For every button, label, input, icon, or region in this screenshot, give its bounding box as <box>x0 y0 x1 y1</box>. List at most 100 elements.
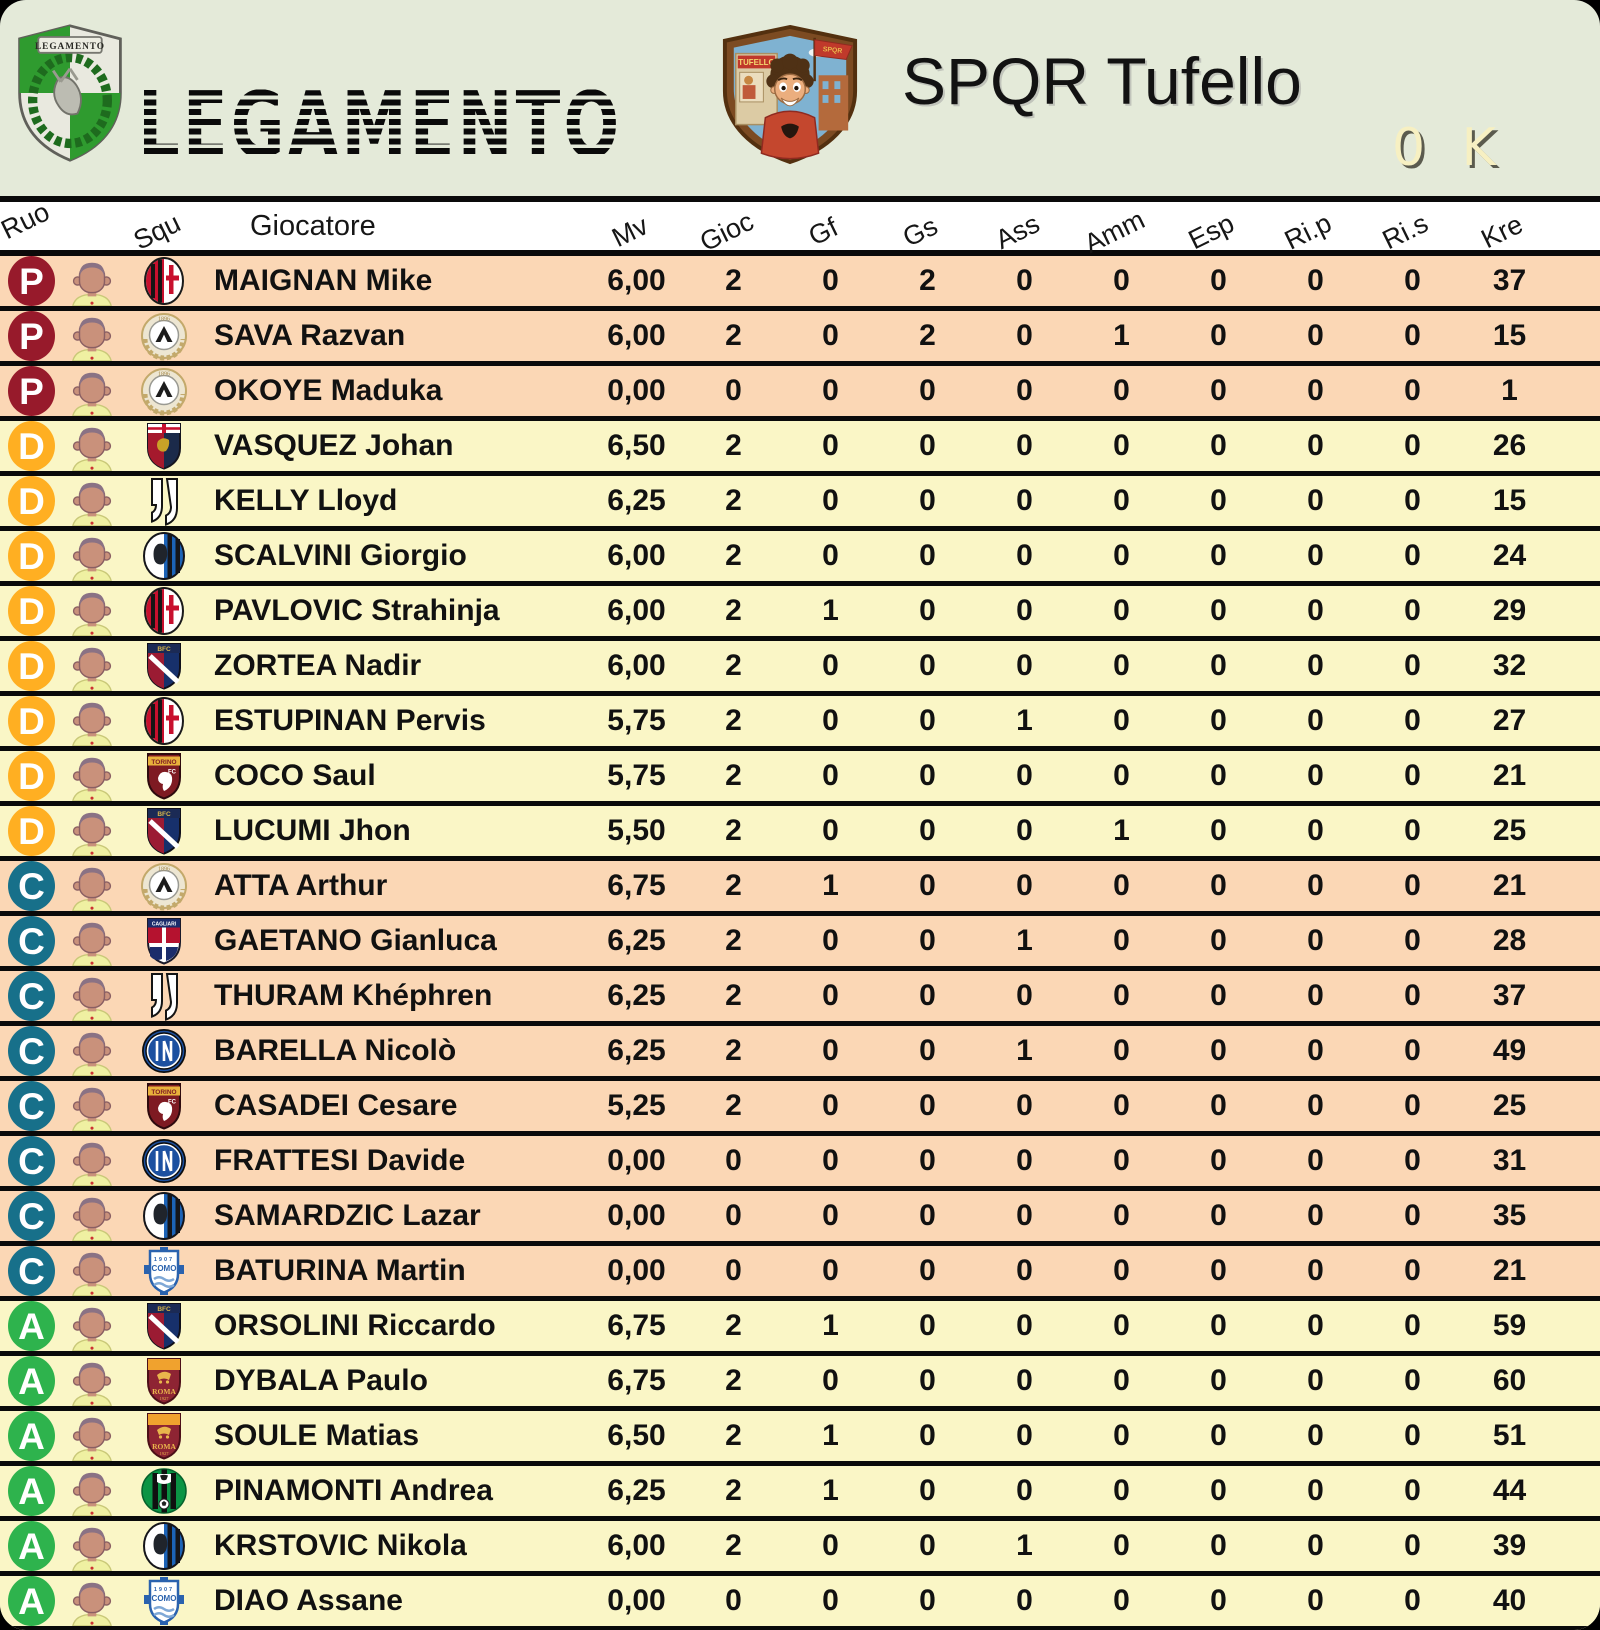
table-row[interactable]: C FRATTESI Davide 0,00 0 0 0 0 0 0 0 0 31 <box>0 1136 1600 1191</box>
table-row[interactable]: D SCALVINI Giorgio 6,00 2 0 0 0 0 0 0 0 24 <box>0 531 1600 586</box>
role-cell: A <box>0 1521 64 1571</box>
player-name[interactable]: OKOYE Maduka <box>214 374 443 407</box>
stat-kre: 59 <box>1492 1309 1527 1342</box>
role-cell: C <box>0 1136 64 1186</box>
stat-ris: 0 <box>1404 264 1421 297</box>
tufello-sign-text: TUFELLO <box>738 58 774 67</box>
player-name[interactable]: PAVLOVIC Strahinja <box>214 594 500 627</box>
player-name[interactable]: KRSTOVIC Nikola <box>214 1529 467 1562</box>
table-row[interactable]: P 1896 SAVA Razvan 6,00 2 0 2 0 1 0 0 0 15 <box>0 311 1600 366</box>
column-header-ass: Ass <box>990 208 1045 255</box>
table-row[interactable]: D ESTUPINAN Pervis 5,75 2 0 0 1 0 0 0 0 27 <box>0 696 1600 751</box>
stat-gioc: 2 <box>725 1419 742 1452</box>
player-avatar-icon <box>64 531 120 581</box>
table-row[interactable]: D PAVLOVIC Strahinja 6,00 2 1 0 0 0 0 0 0 29 <box>0 586 1600 641</box>
table-row[interactable]: A 1907 COMO DIAO Assane 0,00 0 0 0 0 0 0 0 0 40 <box>0 1576 1600 1630</box>
player-name[interactable]: PINAMONTI Andrea <box>214 1474 493 1507</box>
svg-text:COMO: COMO <box>152 1264 177 1273</box>
table-row[interactable]: D BFC LUCUMI Jhon 5,50 2 0 0 0 1 0 0 0 25 <box>0 806 1600 861</box>
player-name[interactable]: BARELLA Nicolò <box>214 1034 457 1067</box>
player-avatar-icon <box>64 586 120 636</box>
team-crest-roma-icon: ROMA 1927 <box>120 1411 208 1461</box>
player-name[interactable]: GAETANO Gianluca <box>214 924 497 957</box>
table-row[interactable]: A ROMA 1927 DYBALA Paulo 6,75 2 0 0 0 0 0 0 0 60 <box>0 1356 1600 1411</box>
role-badge-P: P <box>8 256 55 306</box>
player-name[interactable]: SAMARDZIC Lazar <box>214 1199 481 1232</box>
roster-rows: P MAIGNAN Mike 6,00 2 0 2 0 0 0 0 0 37 P 1896 SAVA Raz… <box>0 256 1600 1630</box>
player-name[interactable]: SAVA Razvan <box>214 319 406 352</box>
table-row[interactable]: D KELLY Lloyd 6,25 2 0 0 0 0 0 0 0 15 <box>0 476 1600 531</box>
stat-gf: 0 <box>822 1529 839 1562</box>
svg-text:FC: FC <box>168 1100 177 1106</box>
role-badge-C: C <box>8 1026 55 1076</box>
table-row[interactable]: A ROMA 1927 SOULE Matias 6,50 2 1 0 0 0 0 0 0 51 <box>0 1411 1600 1466</box>
role-cell: A <box>0 1301 64 1351</box>
player-name[interactable]: BATURINA Martin <box>214 1254 466 1287</box>
table-header-row: Ruo Squ Giocatore Mv Gioc Gf Gs Ass Amm … <box>0 196 1600 259</box>
player-name[interactable]: SCALVINI Giorgio <box>214 539 467 572</box>
player-name[interactable]: SOULE Matias <box>214 1419 420 1452</box>
stat-ris: 0 <box>1404 1144 1421 1177</box>
table-row[interactable]: A BFC ORSOLINI Riccardo 6,75 2 1 0 0 0 0 0 0 59 <box>0 1301 1600 1356</box>
player-name[interactable]: DIAO Assane <box>214 1584 403 1617</box>
stat-rip: 0 <box>1307 264 1324 297</box>
table-row[interactable]: A PINAMONTI Andrea 6,25 2 1 0 0 0 0 0 0 44 <box>0 1466 1600 1521</box>
table-row[interactable]: A KRSTOVIC Nikola 6,00 2 0 0 1 0 0 0 0 39 <box>0 1521 1600 1576</box>
player-name[interactable]: KELLY Lloyd <box>214 484 398 517</box>
player-name[interactable]: LUCUMI Jhon <box>214 814 411 847</box>
player-name[interactable]: DYBALA Paulo <box>214 1364 428 1397</box>
stat-esp: 0 <box>1210 1419 1227 1452</box>
stat-gf: 1 <box>822 1419 839 1452</box>
stat-kre: 60 <box>1492 1364 1527 1397</box>
stat-mv: 0,00 <box>607 1584 666 1617</box>
table-row[interactable]: P 1896 OKOYE Maduka 0,00 0 0 0 0 0 0 0 0 1 <box>0 366 1600 421</box>
team-crest-juventus-icon <box>120 971 208 1021</box>
stat-gf: 0 <box>822 1364 839 1397</box>
player-name[interactable]: ESTUPINAN Pervis <box>214 704 486 737</box>
stat-gs: 0 <box>919 704 936 737</box>
team-crest-milan-icon <box>120 256 208 306</box>
player-name[interactable]: THURAM Khéphren <box>214 979 493 1012</box>
stat-amm: 1 <box>1113 319 1130 352</box>
team-crest-como-icon: 1907 COMO <box>120 1246 208 1296</box>
table-row[interactable]: D TORINO FC COCO Saul 5,75 2 0 0 0 0 0 0 0 21 <box>0 751 1600 806</box>
svg-text:ROMA: ROMA <box>152 1442 176 1451</box>
role-badge-P: P <box>8 366 55 416</box>
stat-esp: 0 <box>1210 649 1227 682</box>
table-row[interactable]: C BARELLA Nicolò 6,25 2 0 0 1 0 0 0 0 49 <box>0 1026 1600 1081</box>
player-avatar-icon <box>64 1191 120 1241</box>
table-row[interactable]: C CAGLIARI GAETANO Gianluca 6,25 2 0 0 1 0 0 0 0 28 <box>0 916 1600 971</box>
player-name[interactable]: ORSOLINI Riccardo <box>214 1309 496 1342</box>
player-avatar-icon <box>64 421 120 471</box>
svg-text:1927: 1927 <box>160 1396 170 1401</box>
stat-gf: 0 <box>822 1254 839 1287</box>
table-row[interactable]: C THURAM Khéphren 6,25 2 0 0 0 0 0 0 0 37 <box>0 971 1600 1026</box>
stat-ris: 0 <box>1404 704 1421 737</box>
player-name[interactable]: COCO Saul <box>214 759 376 792</box>
table-row[interactable]: C 1907 COMO BATURINA Martin 0,00 0 0 0 0 0 0 0 0 21 <box>0 1246 1600 1301</box>
stat-ass: 0 <box>1016 649 1033 682</box>
table-row[interactable]: C 1896 ATTA Arthur 6,75 2 1 0 0 0 0 0 0 21 <box>0 861 1600 916</box>
stat-gf: 0 <box>822 484 839 517</box>
role-badge-D: D <box>8 476 55 526</box>
stat-mv: 6,25 <box>607 924 666 957</box>
player-name[interactable]: VASQUEZ Johan <box>214 429 454 462</box>
stat-gs: 0 <box>919 1419 936 1452</box>
stat-ass: 0 <box>1016 539 1033 572</box>
table-row[interactable]: D VASQUEZ Johan 6,50 2 0 0 0 0 0 0 0 26 <box>0 421 1600 476</box>
player-name[interactable]: ATTA Arthur <box>214 869 388 902</box>
table-row[interactable]: C TORINO FC CASADEI Cesare 5,25 2 0 0 0 0 0 0 0 25 <box>0 1081 1600 1136</box>
table-row[interactable]: D BFC ZORTEA Nadir 6,00 2 0 0 0 0 0 0 0 32 <box>0 641 1600 696</box>
player-avatar-icon <box>64 751 120 801</box>
stat-kre: 25 <box>1492 1089 1527 1122</box>
table-row[interactable]: P MAIGNAN Mike 6,00 2 0 2 0 0 0 0 0 37 <box>0 256 1600 311</box>
player-name[interactable]: MAIGNAN Mike <box>214 264 433 297</box>
stat-amm: 0 <box>1113 539 1130 572</box>
role-badge-D: D <box>8 696 55 746</box>
player-name[interactable]: FRATTESI Davide <box>214 1144 466 1177</box>
table-row[interactable]: C SAMARDZIC Lazar 0,00 0 0 0 0 0 0 0 0 35 <box>0 1191 1600 1246</box>
player-name[interactable]: CASADEI Cesare <box>214 1089 458 1122</box>
stat-ris: 0 <box>1404 979 1421 1012</box>
stat-gf: 0 <box>822 924 839 957</box>
player-name[interactable]: ZORTEA Nadir <box>214 649 422 682</box>
